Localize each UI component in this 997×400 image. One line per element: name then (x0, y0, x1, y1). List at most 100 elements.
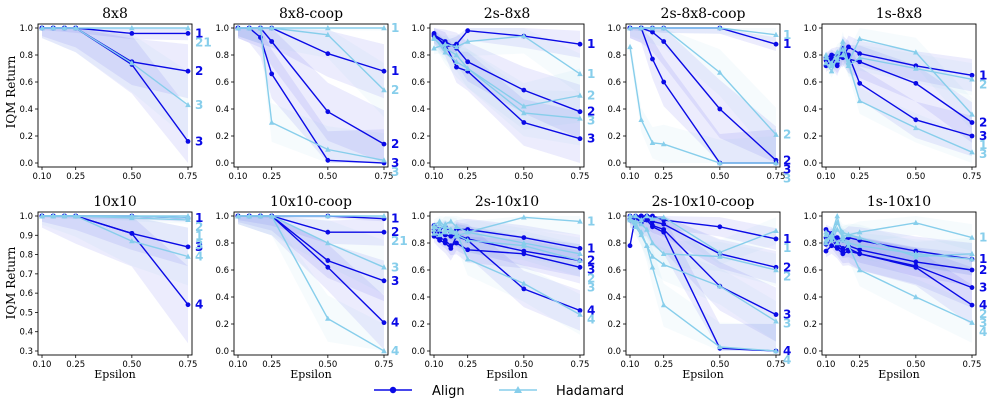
point-6-4-4 (325, 213, 331, 219)
rank-label-0-3: 21 (195, 35, 212, 49)
ytick-label-1-2: 0.4 (215, 105, 229, 115)
point-3-2-2 (650, 56, 655, 62)
ytick-label-7-5: 1.0 (411, 212, 425, 222)
point-1-5-5 (381, 157, 387, 163)
series-line-5-6 (42, 215, 189, 258)
point-4-3-3 (840, 52, 846, 58)
point-1-5-2 (257, 25, 264, 31)
rank-label-9-6: 3 (979, 316, 987, 330)
point-8-7-0 (627, 215, 633, 221)
xtick-label-0-2: 0.50 (122, 172, 141, 182)
rank-label-3-4: 2 (783, 128, 791, 142)
ytick-label-1-3: 0.6 (215, 78, 229, 88)
band-7-2 (434, 227, 580, 284)
point-0-2-5 (185, 139, 191, 144)
point-4-5-4 (845, 60, 852, 66)
ytick-label-0-4: 0.8 (19, 51, 33, 61)
point-8-7-1 (632, 221, 639, 227)
point-1-4-3 (268, 25, 275, 31)
ytick-label-1-1: 0.2 (215, 132, 229, 142)
ylabel-row2: IQM Return (4, 246, 18, 319)
point-2-4-5 (577, 92, 583, 98)
point-4-5-1 (828, 62, 835, 68)
point-4-5-0 (823, 52, 829, 58)
point-5-6-4 (129, 238, 135, 244)
point-2-5-3 (464, 65, 471, 71)
title-7: 2s-10x10 (475, 194, 539, 210)
band-2-3 (434, 28, 580, 95)
rank-label-3-2: 3 (783, 162, 791, 176)
point-9-0-2 (834, 235, 840, 241)
point-4-2-5 (857, 80, 863, 86)
band-5-1 (42, 216, 188, 267)
band-6-3 (238, 216, 384, 350)
point-6-3-4 (325, 264, 331, 270)
point-4-1-5 (857, 59, 863, 65)
series-line-9-7 (825, 213, 973, 324)
xtick-label-3-0: 0.10 (621, 172, 640, 182)
point-9-7-3 (840, 237, 846, 243)
legend-hadamard-label: Hadamard (556, 384, 624, 399)
point-8-4-5 (660, 214, 667, 220)
point-9-3-7 (969, 302, 975, 308)
point-6-5-4 (325, 240, 331, 246)
rank-label-2-4: 2 (587, 89, 595, 103)
band-6-5 (238, 216, 384, 295)
point-2-3-4 (521, 33, 527, 39)
rank-label-8-3: 4 (783, 344, 791, 358)
ytick-label-4-0: 0.0 (803, 159, 817, 169)
point-1-2-4 (325, 157, 331, 163)
legend-hadamard-marker (514, 386, 522, 393)
point-2-2-4 (521, 120, 527, 125)
band-3-1 (630, 28, 776, 163)
rank-label-3-0: 1 (783, 37, 791, 51)
xtick-label-7-1: 0.25 (458, 360, 477, 370)
point-2-1-3 (465, 59, 471, 65)
point-9-7-4 (845, 242, 852, 248)
point-3-3-5 (773, 31, 779, 37)
point-9-1-7 (969, 267, 975, 273)
point-7-7-4 (453, 229, 460, 235)
rank-label-7-4: 1 (587, 214, 595, 228)
rank-label-4-0: 1 (979, 68, 987, 82)
point-1-4-5 (381, 87, 387, 93)
rank-label-6-1: 2 (391, 225, 399, 239)
point-4-4-3 (840, 46, 846, 52)
band-0-1 (42, 28, 188, 99)
point-4-2-6 (913, 117, 919, 123)
point-2-4-2 (453, 52, 460, 58)
band-4-5 (826, 31, 972, 163)
point-9-6-5 (856, 242, 863, 248)
xtick-label-0-0: 0.10 (33, 172, 52, 182)
point-7-6-2 (442, 226, 449, 232)
series-line-0-4 (42, 27, 189, 106)
panel-7: 2s-10x10 0.0 0.2 0.4 0.6 0.8 1.0 0.10 0.25 0.50 0.… (411, 194, 595, 381)
point-8-0-7 (773, 236, 779, 242)
point-2-0-3 (465, 28, 471, 34)
xlabel-5: Epsilon (94, 368, 135, 381)
point-9-6-2 (834, 240, 841, 246)
point-0-4-4 (129, 60, 135, 66)
point-7-7-2 (442, 223, 449, 229)
point-8-5-2 (638, 221, 645, 227)
xtick-label-4-3: 0.75 (963, 172, 982, 182)
point-8-7-3 (644, 242, 650, 248)
point-1-1-3 (269, 39, 275, 44)
xtick-label-1-3: 0.75 (375, 172, 394, 182)
point-6-6-4 (325, 315, 331, 321)
axes-frame-5 (37, 211, 193, 356)
point-3-4-0 (627, 25, 633, 31)
band-8-7 (630, 216, 776, 351)
point-6-6-2 (257, 213, 264, 219)
point-6-1-4 (325, 229, 331, 235)
point-7-5-6 (521, 240, 527, 246)
point-7-0-6 (521, 235, 527, 241)
title-0: 8x8 (102, 6, 128, 22)
ytick-label-7-2: 0.4 (411, 293, 425, 303)
band-4-1 (826, 40, 972, 143)
band-4-2 (826, 36, 972, 157)
axes-frame-9 (821, 211, 977, 356)
point-4-0-4 (846, 44, 851, 50)
rank-label-0-4: 3 (195, 98, 203, 112)
series-line-2-5 (433, 36, 581, 120)
